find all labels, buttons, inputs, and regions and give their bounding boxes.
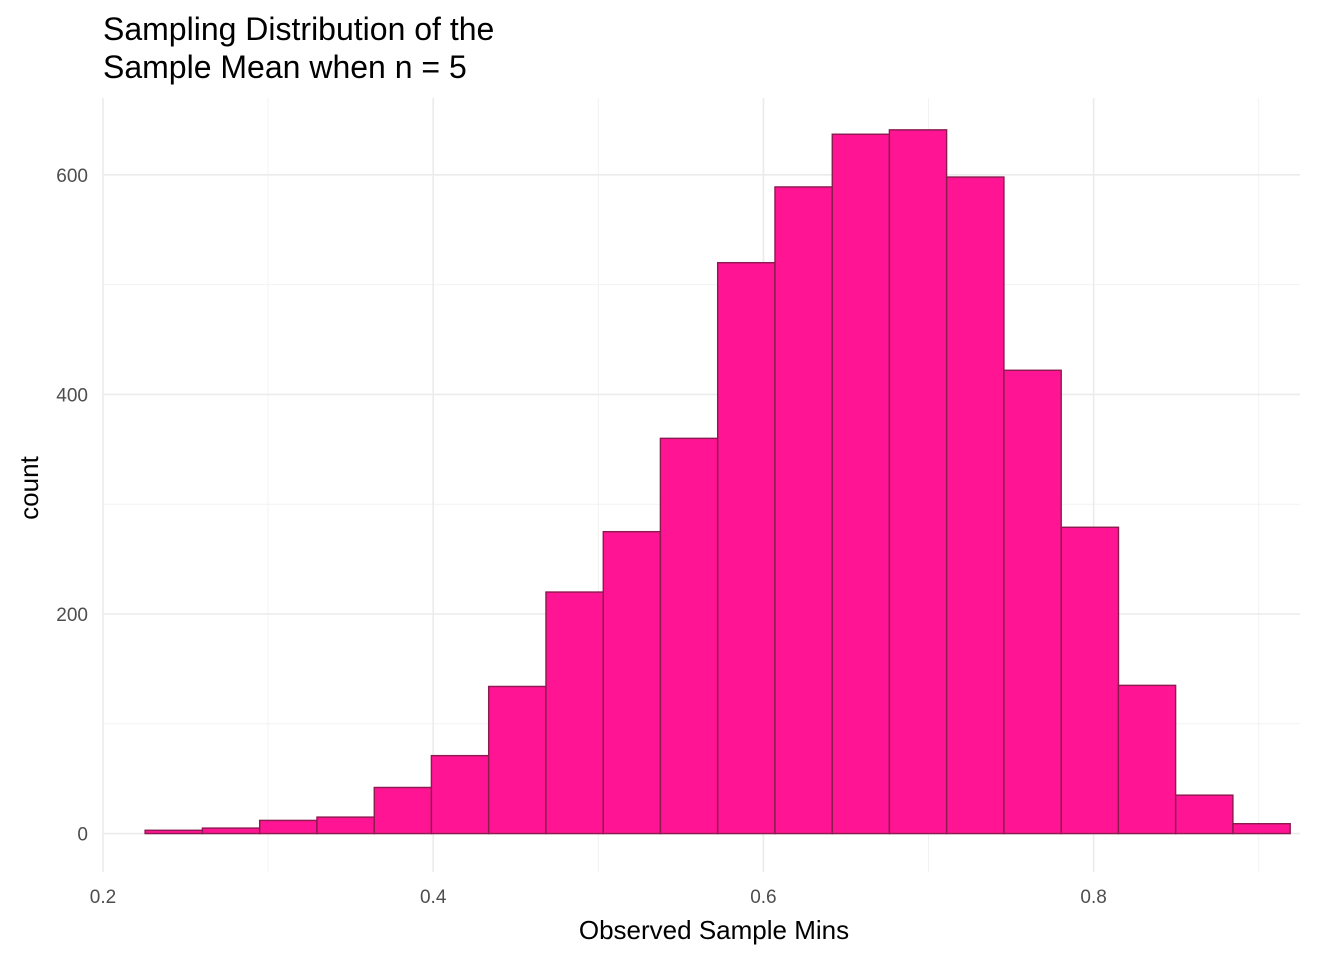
histogram-bar	[945, 176, 1005, 835]
histogram-bar	[201, 827, 261, 835]
histogram-bar	[774, 186, 833, 835]
chart-title: Sampling Distribution of the Sample Mean…	[103, 10, 494, 86]
x-tick-label: 0.4	[420, 887, 447, 908]
histogram-bar	[1232, 822, 1291, 835]
chart-title-line-1: Sampling Distribution of the	[103, 11, 495, 47]
y-tick-label: 0	[77, 825, 88, 846]
y-tick-label: 600	[56, 166, 88, 187]
histogram-bars	[144, 129, 1291, 835]
y-axis-tick-labels: 0 200 400 600	[56, 166, 88, 846]
y-tick-label: 200	[56, 605, 88, 626]
histogram-bar	[545, 591, 604, 835]
histogram-bar	[1060, 526, 1120, 835]
x-axis-title: Observed Sample Mins	[579, 915, 849, 945]
histogram-bar	[1174, 794, 1234, 835]
histogram-bar	[659, 437, 719, 835]
x-tick-label: 0.8	[1080, 887, 1106, 908]
histogram-bar	[716, 261, 776, 835]
histogram-bar	[487, 685, 547, 835]
histogram-bar	[430, 754, 490, 835]
y-tick-label: 400	[56, 385, 88, 406]
x-tick-label: 0.6	[750, 887, 776, 908]
chart-title-line-2: Sample Mean when n = 5	[103, 49, 467, 85]
x-axis-tick-labels: 0.2 0.4 0.6 0.8	[90, 887, 1107, 908]
y-axis-title: count	[14, 455, 44, 519]
histogram-bar	[888, 129, 948, 835]
histogram-bar	[602, 530, 662, 835]
histogram-bar	[831, 133, 891, 835]
histogram-bar	[373, 786, 433, 835]
histogram-bar	[316, 816, 375, 835]
histogram-bar	[1117, 684, 1177, 835]
histogram-bar	[258, 819, 318, 835]
histogram-bar	[144, 829, 204, 835]
x-tick-label: 0.2	[90, 887, 116, 908]
histogram-bar	[1003, 369, 1062, 835]
